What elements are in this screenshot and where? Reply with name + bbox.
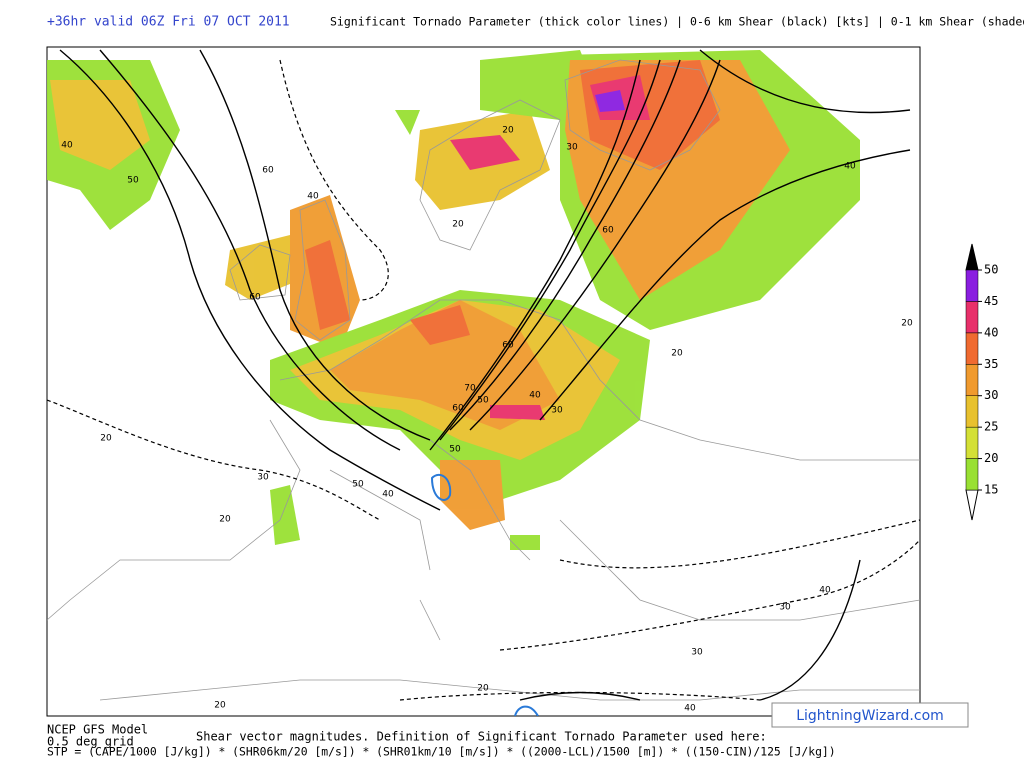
contour-label: 30 (257, 473, 269, 483)
contour-label: 30 (779, 603, 791, 613)
contour-label: 60 (262, 166, 274, 176)
contour-label: 40 (844, 162, 856, 172)
colorbar-tick-label: 20 (984, 451, 998, 465)
colorbar-swatch (965, 332, 979, 365)
contour-label: 20 (477, 684, 489, 694)
colorbar-over (965, 243, 979, 271)
colorbar-under (965, 489, 979, 521)
colorbar-swatch (965, 269, 979, 302)
contour-label: 50 (477, 396, 489, 406)
contour-label: 50 (352, 480, 364, 490)
contour-label: 20 (100, 434, 112, 444)
contour-label: 40 (307, 192, 319, 202)
contour-label: 30 (551, 406, 563, 416)
colorbar-swatch (965, 458, 979, 491)
formula: STP = (CAPE/1000 [J/kg]) * (SHR06km/20 [… (47, 745, 836, 759)
contour-label: 40 (382, 490, 394, 500)
colorbar-swatch (965, 395, 979, 428)
contour-label: 20 (901, 319, 913, 329)
contour-label: 60 (602, 226, 614, 236)
colorbar-tick-label: 35 (984, 357, 998, 371)
contour-label: 20 (671, 349, 683, 359)
contour-label: 40 (684, 704, 696, 714)
contour-label: 60 (502, 341, 514, 351)
shear-contours-dashed (47, 59, 920, 701)
contour-label: 40 (529, 391, 541, 401)
contour-label: 70 (464, 384, 476, 394)
watermark-box (771, 702, 969, 728)
contour-label: 20 (502, 126, 514, 136)
colorbar-swatch (965, 426, 979, 459)
contour-label: 50 (127, 176, 139, 186)
description: Significant Tornado Parameter (thick col… (330, 15, 1024, 29)
stp-lines (430, 473, 539, 716)
contour-label: 30 (691, 648, 703, 658)
shear-contours (59, 49, 911, 701)
colorbar-tick-label: 15 (984, 483, 998, 497)
colorbar: 15 20 25 30 35 40 45 50 (965, 243, 998, 521)
contour-label: 20 (219, 515, 231, 525)
colorbar-tick-label: 40 (984, 325, 998, 339)
coastlines (47, 59, 920, 701)
contour-label: 30 (566, 143, 578, 153)
contour-label: 40 (61, 141, 73, 151)
valid-time: +36hr valid 06Z Fri 07 OCT 2011 (47, 15, 290, 30)
contour-label: 20 (452, 220, 464, 230)
shaded-shear (47, 50, 860, 550)
colorbar-swatch (965, 364, 979, 396)
grid: 0.5 deg grid (47, 735, 134, 749)
watermark: LightningWizard.com (796, 708, 944, 724)
contour-label: 60 (249, 293, 261, 303)
contour-label: 60 (452, 404, 464, 414)
colorbar-tick-label: 50 (984, 263, 998, 277)
colorbar-tick-label: 45 (984, 294, 998, 308)
contour-label: 20 (214, 701, 226, 711)
colorbar-swatch (965, 301, 979, 334)
contour-label: 50 (449, 445, 461, 455)
colorbar-tick-label: 30 (984, 388, 998, 402)
colorbar-tick-label: 25 (984, 420, 998, 434)
contour-label: 40 (819, 586, 831, 596)
model: NCEP GFS Model (47, 723, 148, 737)
definition-intro: Shear vector magnitudes. Definition of S… (196, 730, 767, 744)
